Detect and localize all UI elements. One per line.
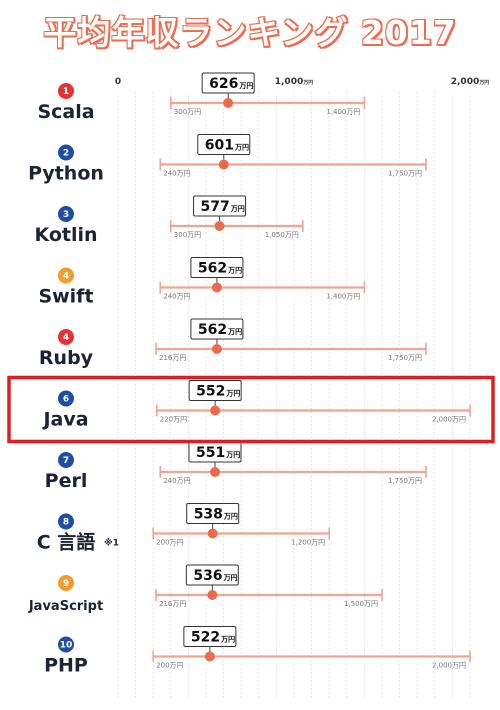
language-label: Python <box>28 163 104 185</box>
rank-badge <box>58 390 74 407</box>
range-max-label: 2,000万円 <box>432 662 466 670</box>
highlight-box <box>7 375 495 444</box>
average-dot <box>218 159 229 170</box>
language-label: Scala <box>37 101 94 123</box>
value-box <box>190 318 244 340</box>
language-label: Java <box>41 409 88 431</box>
range-max-label: 1,750万円 <box>388 354 422 362</box>
rank-number: 4 <box>63 333 69 343</box>
axis-tick-label: 2,000万円 <box>451 77 489 87</box>
range-min-label: 240万円 <box>163 477 190 485</box>
rank-badge <box>58 575 74 591</box>
rank-badge <box>58 513 74 530</box>
language-label: PHP <box>44 655 88 677</box>
rank-badge <box>58 206 74 222</box>
chart-title: 平均年収ランキング 2017 <box>42 12 457 53</box>
language-label: C 言語 <box>37 531 96 554</box>
average-value: 522万円 <box>191 630 235 646</box>
axis-tick-label: 0 <box>115 77 121 87</box>
range-max-label: 1,400万円 <box>326 293 360 301</box>
range-max-label: 1,400万円 <box>326 108 360 116</box>
row-java: 6 Java 220万円 2,000万円 552万円 <box>41 380 471 431</box>
row-swift: 4 Swift 240万円 1,400万円 562万円 <box>38 257 366 308</box>
row-c言語: 8 C 言語 ※1 200万円 1,200万円 538万円 <box>37 503 331 554</box>
range-max-label: 1,750万円 <box>388 170 422 178</box>
language-label: Kotlin <box>34 224 97 246</box>
row-php: 10 PHP 200万円 2,000万円 522万円 <box>44 626 471 677</box>
range-max-label: 1,750万円 <box>388 477 422 485</box>
range-max-label: 1,500万円 <box>344 600 378 608</box>
average-value: 552万円 <box>196 384 240 400</box>
range-max-label: 1,200万円 <box>291 539 325 547</box>
average-value: 562万円 <box>198 261 242 277</box>
average-value: 562万円 <box>198 322 242 338</box>
rank-number: 2 <box>63 149 69 159</box>
rank-number: 7 <box>63 456 69 466</box>
row-kotlin: 3 Kotlin 300万円 1,050万円 577万円 <box>34 195 304 246</box>
value-box <box>193 195 247 217</box>
range-min-label: 240万円 <box>163 293 190 301</box>
axis-tick-label: 1,000万円 <box>275 77 313 87</box>
language-label: Ruby <box>39 347 94 369</box>
rank-number: 1 <box>63 87 69 97</box>
row-javascript: 9 JavaScript 216万円 1,500万円 536万円 <box>28 564 383 614</box>
value-box <box>188 380 242 401</box>
footnote-mark: ※1 <box>104 538 119 549</box>
language-label: JavaScript <box>28 599 103 614</box>
average-dot <box>211 282 222 293</box>
rank-number: 6 <box>63 395 69 405</box>
rank-number: 3 <box>63 210 69 220</box>
average-dot <box>207 590 218 600</box>
value-box <box>197 134 251 155</box>
range-max-label: 2,000万円 <box>432 416 466 424</box>
range-min-label: 216万円 <box>159 600 186 608</box>
range-min-label: 216万円 <box>159 354 186 362</box>
average-value: 626万円 <box>209 76 253 92</box>
rank-badge <box>58 83 74 99</box>
value-box <box>201 72 255 94</box>
row-perl: 7 Perl 240万円 1,750万円 551万円 <box>45 441 427 492</box>
rank-badge <box>58 144 74 161</box>
range-min-label: 300万円 <box>174 108 201 116</box>
rank-number: 8 <box>63 518 69 528</box>
rank-badge <box>58 329 74 345</box>
average-dot <box>223 98 234 108</box>
average-value: 551万円 <box>196 445 240 461</box>
value-box <box>190 257 244 278</box>
average-dot <box>210 405 221 416</box>
average-value: 601万円 <box>205 138 249 154</box>
average-value: 538万円 <box>194 507 238 523</box>
row-python: 2 Python 240万円 1,750万円 601万円 <box>28 134 427 185</box>
average-dot <box>204 651 215 662</box>
range-max-label: 1,050万円 <box>265 231 299 239</box>
average-dot <box>211 344 222 354</box>
average-dot <box>207 528 218 539</box>
rank-badge <box>58 636 74 653</box>
value-box <box>183 626 237 647</box>
range-min-label: 200万円 <box>156 539 183 547</box>
rank-badge <box>58 267 74 284</box>
range-min-label: 220万円 <box>160 416 187 424</box>
rank-number: 4 <box>63 272 69 282</box>
rank-number: 10 <box>60 641 73 651</box>
value-box <box>186 503 240 524</box>
average-value: 536万円 <box>193 568 237 584</box>
row-ruby: 4 Ruby 216万円 1,750万円 562万円 <box>39 318 427 369</box>
value-box <box>185 564 239 586</box>
row-scala: 1 Scala 300万円 1,400万円 626万円 <box>37 72 366 123</box>
average-dot <box>214 221 225 231</box>
rank-badge <box>58 452 74 468</box>
language-label: Swift <box>38 286 93 308</box>
range-min-label: 300万円 <box>174 231 201 239</box>
range-min-label: 200万円 <box>156 662 183 670</box>
rank-number: 9 <box>63 579 69 589</box>
range-min-label: 240万円 <box>163 170 190 178</box>
average-dot <box>209 467 220 477</box>
average-value: 577万円 <box>201 199 245 215</box>
language-label: Perl <box>45 470 88 492</box>
